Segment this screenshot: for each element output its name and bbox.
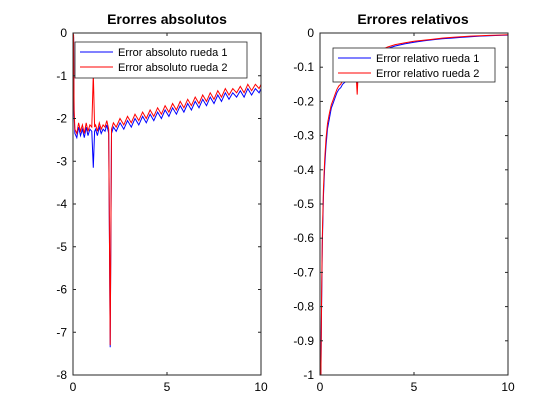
relative-y-tick-label: -0.3 bbox=[293, 129, 314, 143]
relative-y-tick-label: -0.4 bbox=[293, 163, 314, 177]
absolute-y-tick-label: 0 bbox=[60, 26, 67, 40]
relative-y-tick-label: -0.2 bbox=[293, 94, 314, 108]
absolute-legend-box bbox=[74, 41, 248, 79]
relative-legend-box bbox=[332, 47, 496, 83]
relative-y-tick-label: -0.1 bbox=[293, 60, 314, 74]
absolute-y-tick-label: -6 bbox=[56, 283, 67, 297]
relative-x-tick-label: 5 bbox=[411, 380, 418, 394]
absolute-y-tick-label: -5 bbox=[56, 240, 67, 254]
relative-y-tick-label: -0.8 bbox=[293, 300, 314, 314]
relative-errors-axes: Errores relativos 0 5 10 0 -0.1 -0.2 -0.3 -0.4 -… bbox=[293, 11, 515, 394]
relative-y-tick-label: -0.6 bbox=[293, 231, 314, 245]
relative-y-tick-label: -1 bbox=[303, 368, 314, 382]
absolute-x-tick-label: 0 bbox=[70, 380, 77, 394]
absolute-y-tick-label: -3 bbox=[56, 154, 67, 168]
relative-x-tick-label: 10 bbox=[501, 380, 515, 394]
relative-y-tick-label: -0.5 bbox=[293, 197, 314, 211]
absolute-x-tick-label: 10 bbox=[254, 380, 268, 394]
relative-legend-label-1: Error relativo rueda 1 bbox=[376, 53, 479, 65]
relative-errors-title: Errores relativos bbox=[357, 11, 468, 27]
absolute-series-1-line bbox=[73, 33, 261, 348]
relative-legend-label-2: Error relativo rueda 2 bbox=[376, 68, 479, 80]
absolute-y-tick-label: -4 bbox=[56, 197, 67, 211]
absolute-x-tick-label: 5 bbox=[164, 380, 171, 394]
relative-y-tick-label: 0 bbox=[307, 26, 314, 40]
absolute-legend-label-2: Error absoluto rueda 2 bbox=[118, 62, 227, 74]
absolute-errors-title: Erorres absolutos bbox=[107, 11, 227, 27]
absolute-legend-label-1: Error absoluto rueda 1 bbox=[118, 47, 227, 59]
absolute-y-tick-label: -2 bbox=[56, 112, 67, 126]
absolute-errors-axes: Erorres absolutos 0 5 10 0 -1 -2 -3 -4 -5 -6 -7 -8 E… bbox=[56, 11, 268, 394]
absolute-y-tick-label: -1 bbox=[56, 69, 67, 83]
absolute-y-tick-label: -8 bbox=[56, 368, 67, 382]
relative-y-tick-label: -0.7 bbox=[293, 265, 314, 279]
relative-x-tick-label: 0 bbox=[317, 380, 324, 394]
absolute-y-tick-label: -7 bbox=[56, 325, 67, 339]
relative-y-tick-label: -0.9 bbox=[293, 334, 314, 348]
absolute-series-2-line bbox=[73, 33, 261, 346]
